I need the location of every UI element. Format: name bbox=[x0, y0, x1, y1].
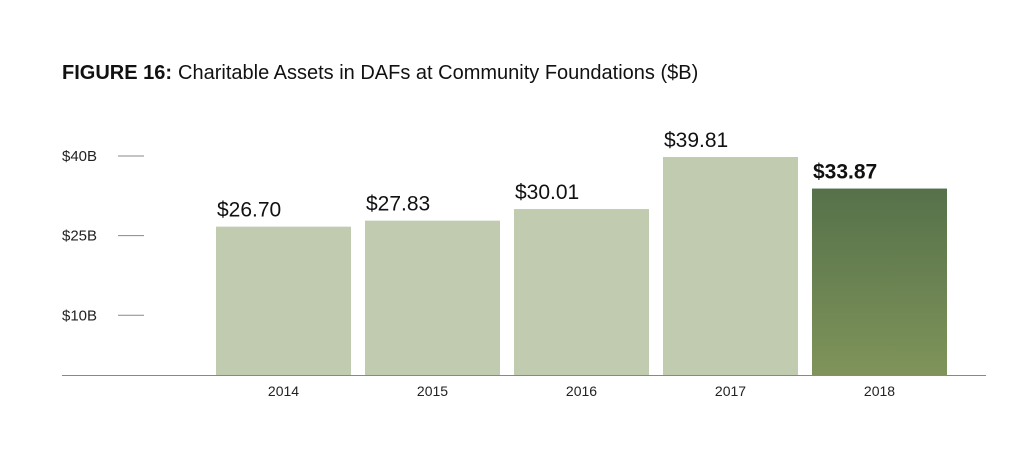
y-tick-label: $40B bbox=[62, 148, 97, 165]
bar bbox=[514, 209, 649, 375]
x-tick-label: 2017 bbox=[715, 383, 746, 399]
data-label: $30.01 bbox=[515, 181, 579, 204]
data-label: $26.70 bbox=[217, 199, 281, 222]
y-tick-label: $10B bbox=[62, 307, 97, 324]
chart-title: FIGURE 16: Charitable Assets in DAFs at C… bbox=[62, 62, 698, 85]
x-tick-label: 2018 bbox=[864, 383, 895, 399]
data-label: $33.87 bbox=[813, 161, 877, 184]
chart-title-text: Charitable Assets in DAFs at Community F… bbox=[178, 62, 699, 84]
bar bbox=[216, 226, 351, 375]
y-tick-label: $25B bbox=[62, 228, 97, 245]
data-label: $27.83 bbox=[366, 193, 430, 216]
bar bbox=[663, 157, 798, 375]
x-tick-label: 2016 bbox=[566, 383, 597, 399]
bar bbox=[812, 188, 947, 375]
data-label: $39.81 bbox=[664, 129, 728, 152]
figure-number: FIGURE 16: bbox=[62, 62, 173, 84]
x-tick-label: 2015 bbox=[417, 383, 448, 399]
bar bbox=[365, 220, 500, 375]
x-tick-label: 2014 bbox=[268, 383, 299, 399]
